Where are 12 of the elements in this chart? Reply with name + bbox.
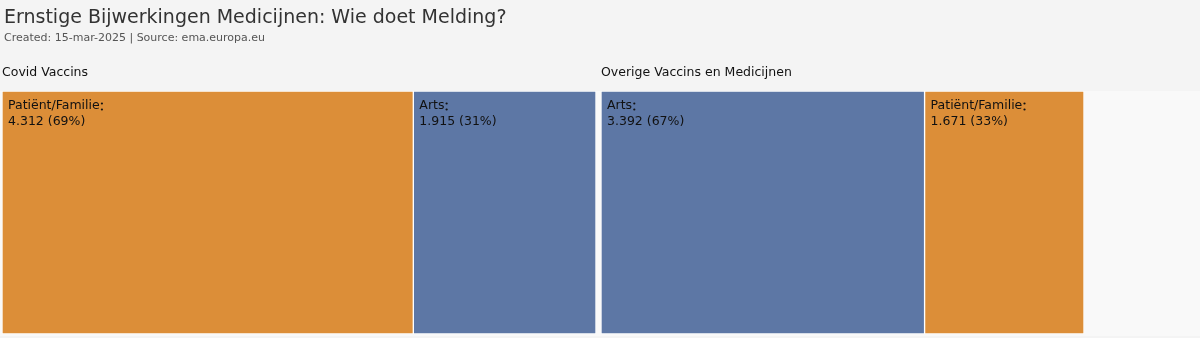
text: Covid Vaccins xyxy=(2,63,90,81)
data-label: 4.312 (69%) xyxy=(8,112,86,128)
text: Ernstige Bijwerkingen Medicijnen: Wie doet Melding? xyxy=(4,5,507,27)
text: Created: 15-mar-2025 | Source: ema.europa.eu xyxy=(4,31,266,44)
text: Overige Vaccins en Medicijnen xyxy=(601,63,793,81)
category-label: Patiënt/Familie xyxy=(930,96,1023,112)
data-label: 1.671 (33%) xyxy=(930,112,1008,128)
category-label: Arts xyxy=(607,96,633,112)
data-label: 1.915 (31%) xyxy=(419,112,497,128)
category-label: Patiënt/Familie xyxy=(8,96,101,112)
category-label: Arts xyxy=(419,96,445,112)
data-label: 3.392 (67%) xyxy=(607,112,685,128)
